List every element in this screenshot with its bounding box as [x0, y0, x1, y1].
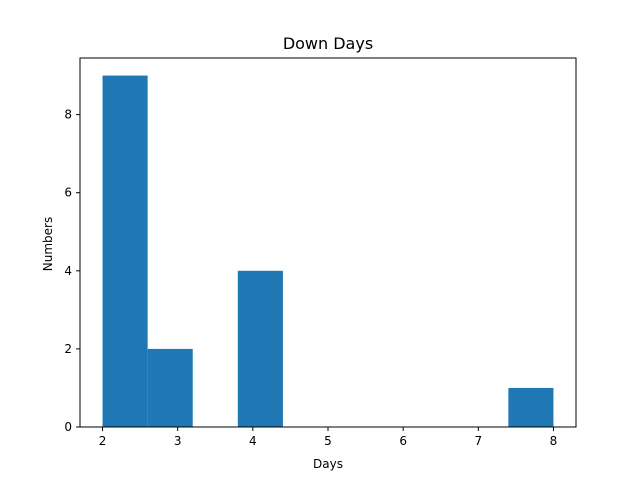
x-tick-label: 3	[174, 434, 182, 448]
histogram-bar-3	[238, 271, 283, 427]
bars-layer	[103, 76, 554, 427]
y-tick-label: 4	[64, 264, 72, 278]
x-tick-label: 4	[249, 434, 257, 448]
x-tick-label: 8	[550, 434, 558, 448]
y-tick-label: 8	[64, 108, 72, 122]
x-axis-ticks: 2 3 4 5 6 7 8	[99, 427, 558, 448]
y-tick-label: 6	[64, 186, 72, 200]
y-tick-label: 0	[64, 420, 72, 434]
x-tick-label: 6	[399, 434, 407, 448]
y-tick-label: 2	[64, 342, 72, 356]
histogram-bar-1	[148, 349, 193, 427]
histogram-bar-9	[508, 388, 553, 427]
x-tick-label: 2	[99, 434, 107, 448]
y-axis-ticks: 0 2 4 6 8	[64, 108, 80, 434]
histogram-bar-0	[103, 76, 148, 427]
x-axis-label: Days	[313, 457, 343, 471]
x-tick-label: 5	[324, 434, 332, 448]
chart-title: Down Days	[283, 34, 373, 53]
x-tick-label: 7	[474, 434, 482, 448]
y-axis-label: Numbers	[41, 217, 55, 271]
